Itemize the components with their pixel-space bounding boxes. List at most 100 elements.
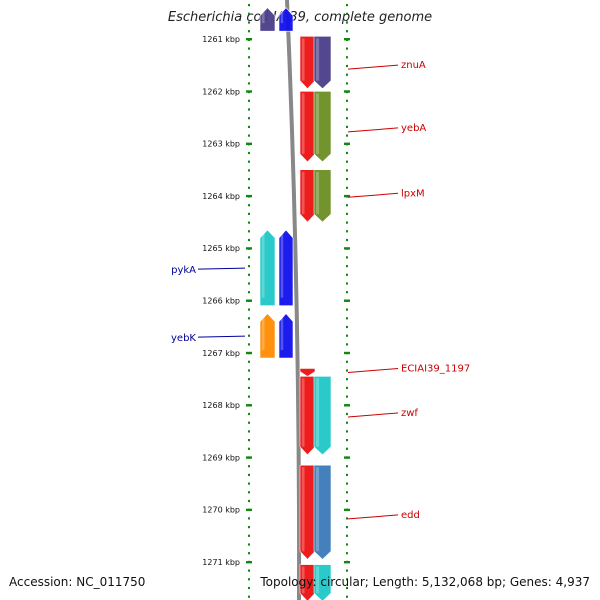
- gene-arrow-shine: [301, 93, 305, 154]
- right-dot: [346, 56, 348, 59]
- major-tick-left: [246, 561, 252, 564]
- right-dot: [346, 499, 348, 503]
- right-dot: [346, 386, 348, 389]
- major-tick-left: [246, 90, 252, 93]
- left-dot: [248, 395, 250, 398]
- left-dot: [248, 552, 250, 555]
- gene-arrow-body: [299, 464, 316, 560]
- major-tick-left: [246, 299, 252, 302]
- major-tick-right: [344, 351, 350, 355]
- left-dot: [248, 30, 250, 33]
- left-dot: [248, 47, 250, 50]
- tick-label: 1267 kbp: [202, 349, 240, 358]
- right-dot: [346, 160, 348, 163]
- right-dot: [346, 317, 348, 320]
- gene-arrow-body: [259, 229, 276, 307]
- left-dot: [248, 430, 250, 433]
- gene-arrow-body: [278, 7, 294, 32]
- right-dot: [346, 586, 348, 590]
- right-dot: [346, 238, 348, 242]
- tick-label: 1263 kbp: [202, 140, 240, 149]
- left-dot: [248, 151, 250, 155]
- right-dot: [346, 534, 348, 537]
- major-tick-left: [246, 508, 252, 512]
- left-dot: [248, 212, 250, 215]
- gene-label: zwf: [401, 408, 418, 419]
- right-dot: [346, 308, 348, 311]
- gene-label-leader: [347, 367, 399, 373]
- gene-arrow-shine: [280, 9, 284, 24]
- left-dot: [248, 543, 250, 546]
- right-dot: [346, 569, 348, 572]
- right-dot: [346, 291, 348, 294]
- right-dot: [346, 439, 348, 442]
- major-tick-left: [246, 247, 252, 250]
- right-dot: [346, 178, 348, 181]
- tick-label: 1269 kbp: [202, 453, 240, 462]
- right-dot: [346, 421, 348, 424]
- gene-arrow-shine: [261, 315, 265, 351]
- left-dot: [248, 465, 250, 468]
- left-dot: [248, 12, 250, 15]
- left-dot: [248, 569, 250, 572]
- right-dot: [346, 334, 348, 337]
- gene-arrow-body: [278, 313, 294, 359]
- right-dot: [346, 151, 348, 155]
- left-dot: [248, 491, 250, 494]
- gene-arrow: [313, 36, 332, 90]
- major-tick-right: [344, 561, 350, 564]
- right-dot: [346, 465, 348, 468]
- left-dot: [248, 238, 250, 242]
- left-dot: [248, 117, 250, 120]
- gene-ECIAI39_1197: [299, 368, 316, 377]
- right-dot: [346, 325, 348, 329]
- gene-arrow: [313, 169, 332, 223]
- gene-arrow-shine: [301, 171, 305, 215]
- right-dot: [346, 369, 348, 372]
- topology-text: Topology: circular; Length: 5,132,068 bp…: [260, 575, 590, 589]
- gene-arrow-shine: [301, 38, 305, 81]
- right-dot: [346, 212, 348, 215]
- major-tick-right: [344, 194, 350, 198]
- right-dot: [346, 517, 348, 520]
- tick-label: 1265 kbp: [202, 244, 240, 253]
- left-dot: [248, 317, 250, 320]
- right-dot: [346, 204, 348, 207]
- right-dot: [346, 186, 348, 189]
- major-tick-left: [246, 351, 252, 355]
- gene-lpxM: [299, 169, 316, 223]
- right-dot: [346, 378, 348, 381]
- gene-arrow-shine: [261, 9, 265, 24]
- left-dot: [248, 386, 250, 389]
- gene-label: yebA: [401, 123, 426, 134]
- left-dot: [248, 186, 250, 189]
- gene-arrow: [313, 376, 332, 456]
- left-dot: [248, 595, 250, 598]
- gene-arrow-shine: [316, 467, 320, 552]
- right-dot: [346, 108, 348, 111]
- right-dot: [346, 265, 348, 268]
- left-dot: [248, 369, 250, 372]
- left-dot: [248, 439, 250, 442]
- gene-label: ECIAI39_1197: [401, 364, 470, 375]
- gene-arrow-body: [299, 91, 316, 163]
- left-dot: [248, 169, 250, 172]
- left-dot: [248, 108, 250, 111]
- right-dot: [346, 125, 348, 128]
- right-dot: [346, 117, 348, 120]
- left-dot: [248, 265, 250, 268]
- left-dot: [248, 64, 250, 68]
- gene-arrow-body: [259, 7, 276, 32]
- major-tick-right: [344, 299, 350, 302]
- right-dot: [346, 4, 348, 7]
- gene-arrow: [313, 464, 332, 560]
- left-dot: [248, 56, 250, 59]
- left-dot: [248, 378, 250, 381]
- gene-arrow-shine: [301, 378, 305, 447]
- left-dot: [248, 325, 250, 329]
- gene-arrow: [278, 229, 294, 307]
- gene-label-leader: [347, 514, 399, 520]
- gene-arrow-body: [259, 313, 276, 359]
- left-dot: [248, 412, 250, 416]
